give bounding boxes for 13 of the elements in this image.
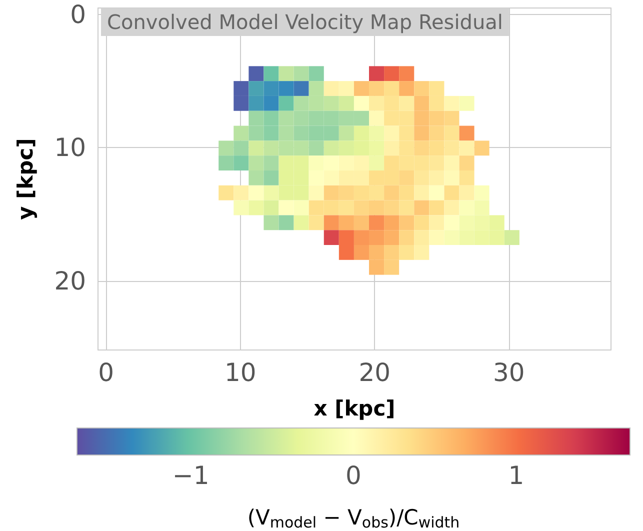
x-tick-label: 0 [98, 358, 114, 387]
x-tick-label: 20 [358, 358, 391, 387]
x-tick-label: 30 [493, 358, 525, 387]
chart-title: Convolved Model Velocity Map Residual [107, 10, 503, 34]
color-bar-label: −1 [172, 461, 210, 490]
y-tick-label: 10 [54, 133, 86, 162]
x-axis-title: x [kpc] [314, 396, 396, 420]
y-tick-label: 0 [70, 0, 86, 30]
y-axis-title: y [kpc] [14, 138, 38, 220]
color-bar-label: 1 [508, 461, 524, 490]
y-tick-label: 20 [54, 266, 86, 296]
color-bar-label: 0 [346, 461, 362, 490]
x-tick-label: 10 [224, 358, 256, 387]
